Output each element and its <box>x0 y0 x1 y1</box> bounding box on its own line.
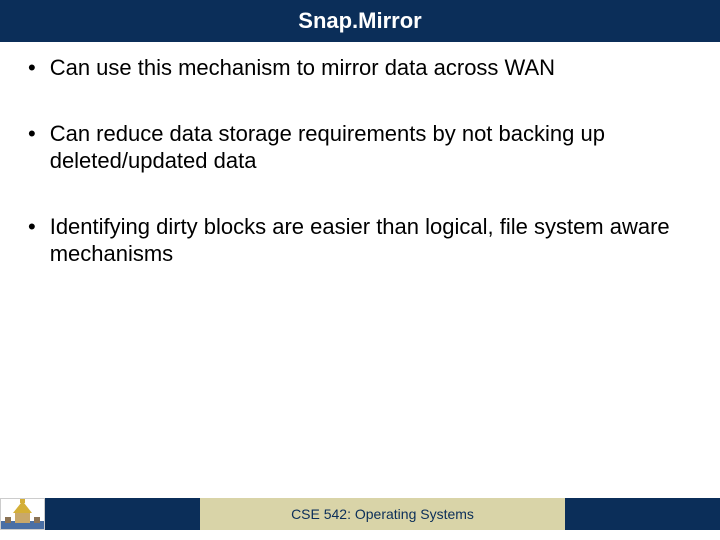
bullet-dot-icon: • <box>28 120 36 148</box>
title-bar: Snap.Mirror <box>0 0 720 42</box>
slide-content: • Can use this mechanism to mirror data … <box>0 42 720 268</box>
bullet-item: • Can use this mechanism to mirror data … <box>28 54 692 82</box>
bullet-item: • Can reduce data storage requirements b… <box>28 120 692 175</box>
footer-right-block <box>565 498 720 530</box>
footer-left-block <box>45 498 200 530</box>
footer-center-block: CSE 542: Operating Systems <box>200 498 565 530</box>
slide-footer: CSE 542: Operating Systems <box>0 498 720 530</box>
bullet-dot-icon: • <box>28 213 36 241</box>
bullet-text: Identifying dirty blocks are easier than… <box>50 213 692 268</box>
bullet-item: • Identifying dirty blocks are easier th… <box>28 213 692 268</box>
bullet-text: Can use this mechanism to mirror data ac… <box>50 54 692 82</box>
bullet-text: Can reduce data storage requirements by … <box>50 120 692 175</box>
university-logo-icon <box>0 498 45 530</box>
slide-title: Snap.Mirror <box>298 8 421 34</box>
course-label: CSE 542: Operating Systems <box>291 506 474 522</box>
bullet-dot-icon: • <box>28 54 36 82</box>
